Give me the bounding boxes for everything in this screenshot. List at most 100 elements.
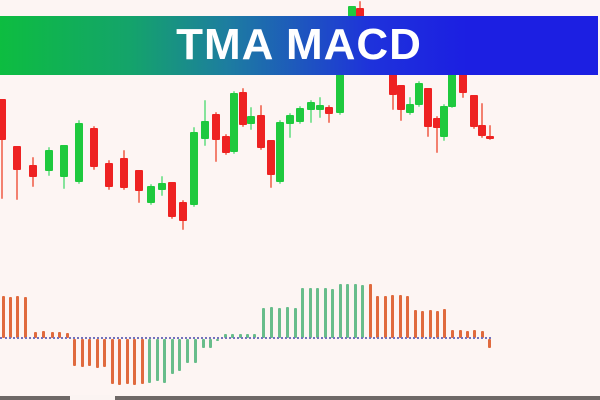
bearish-candle-body <box>459 70 467 93</box>
bullish-candle-body <box>247 116 255 124</box>
bullish-candle-body <box>75 123 83 182</box>
macd-histogram-bar <box>436 311 439 338</box>
bullish-candle-body <box>307 102 315 110</box>
bearish-candle-body <box>105 163 113 187</box>
bearish-candle-body <box>212 114 220 140</box>
macd-histogram-bar <box>216 339 219 341</box>
macd-histogram-bar <box>133 339 136 385</box>
bearish-candle-body <box>168 182 176 217</box>
macd-histogram-bar <box>399 295 402 338</box>
macd-histogram-bar <box>96 339 99 368</box>
macd-zero-line <box>0 337 491 339</box>
macd-histogram-bar <box>202 339 205 348</box>
macd-histogram-bar <box>331 289 334 338</box>
macd-histogram-bar <box>34 332 37 338</box>
bullish-candle-body <box>406 104 414 113</box>
bearish-candle-body <box>179 202 187 221</box>
bearish-candle-body <box>13 146 21 170</box>
bullish-candle-body <box>440 106 448 137</box>
macd-histogram-bar <box>103 339 106 367</box>
bullish-candle-body <box>448 70 456 107</box>
scrollbar-track-segment[interactable] <box>115 396 600 400</box>
macd-histogram-bar <box>294 308 297 338</box>
banner-title: TMA MACD <box>176 19 422 69</box>
bearish-candle-body <box>470 95 478 127</box>
macd-histogram-bar <box>481 331 484 338</box>
macd-histogram-bar <box>376 296 379 338</box>
scrollbar-gap <box>70 395 115 400</box>
macd-histogram-bar <box>239 334 242 338</box>
candle-wick <box>1 99 3 199</box>
macd-histogram-bar <box>42 331 45 338</box>
bullish-candle-body <box>316 105 324 110</box>
bearish-candle-body <box>29 165 37 177</box>
bearish-candle-body <box>397 85 405 110</box>
bullish-candle-body <box>230 93 238 152</box>
bearish-candle-body <box>486 136 494 139</box>
bullish-candle-body <box>276 122 284 182</box>
candle-wick <box>16 146 18 200</box>
macd-histogram-bar <box>316 288 319 338</box>
bearish-candle-body <box>239 92 247 125</box>
macd-histogram-bar <box>118 339 121 385</box>
macd-histogram-bar <box>224 334 227 338</box>
macd-histogram-bar <box>354 284 357 338</box>
macd-histogram-bar <box>209 339 212 348</box>
macd-histogram-bar <box>141 339 144 384</box>
macd-histogram-bar <box>414 310 417 338</box>
title-banner: TMA MACD <box>0 16 598 75</box>
macd-histogram-bar <box>51 332 54 338</box>
bearish-candle-body <box>325 107 333 114</box>
bearish-candle-body <box>433 118 441 128</box>
macd-histogram-bar <box>194 339 197 363</box>
candle-wick <box>436 116 438 153</box>
macd-histogram-bar <box>309 288 312 338</box>
macd-histogram-bar <box>24 297 27 338</box>
macd-histogram-bar <box>148 339 151 383</box>
macd-histogram-bar <box>339 284 342 338</box>
macd-histogram-bar <box>346 284 349 338</box>
bullish-candle-body <box>286 115 294 124</box>
macd-histogram-bar <box>178 339 181 371</box>
macd-histogram-bar <box>278 308 281 338</box>
macd-histogram-bar <box>262 308 265 338</box>
macd-histogram-bar <box>88 339 91 366</box>
bearish-candle-body <box>424 88 432 127</box>
macd-histogram-bar <box>246 334 249 338</box>
macd-histogram-bar <box>466 331 469 338</box>
candle-wick <box>328 105 330 123</box>
bullish-candle-body <box>158 183 166 190</box>
bearish-candle-body <box>90 128 98 167</box>
bullish-candle-body <box>296 108 304 122</box>
macd-histogram-bar <box>421 311 424 338</box>
macd-histogram-bar <box>270 307 273 338</box>
macd-histogram-bar <box>66 333 69 338</box>
bearish-candle-body <box>222 136 230 153</box>
candle-wick <box>489 125 491 140</box>
macd-histogram-bar <box>163 339 166 383</box>
macd-histogram-bar <box>473 330 476 338</box>
macd-histogram-bar <box>186 339 189 363</box>
bullish-candle-body <box>45 150 53 171</box>
macd-histogram-bar <box>488 339 491 348</box>
macd-histogram-bar <box>253 334 256 338</box>
macd-histogram-bar <box>324 288 327 338</box>
macd-histogram-bar <box>81 339 84 367</box>
macd-histogram-bar <box>369 284 372 338</box>
macd-histogram-bar <box>126 339 129 384</box>
macd-histogram-bar <box>384 296 387 338</box>
macd-histogram-bar <box>361 285 364 338</box>
macd-histogram-bar <box>58 332 61 338</box>
bearish-candle-body <box>0 99 6 140</box>
macd-histogram-bar <box>429 310 432 338</box>
bearish-candle-body <box>478 125 486 136</box>
candle-wick <box>310 100 312 123</box>
bullish-candle-body <box>336 71 344 113</box>
scrollbar-track-segment[interactable] <box>0 396 70 400</box>
macd-histogram-bar <box>286 307 289 338</box>
bullish-candle-body <box>147 186 155 203</box>
bullish-candle-body <box>60 145 68 177</box>
macd-histogram-bar <box>231 334 234 338</box>
